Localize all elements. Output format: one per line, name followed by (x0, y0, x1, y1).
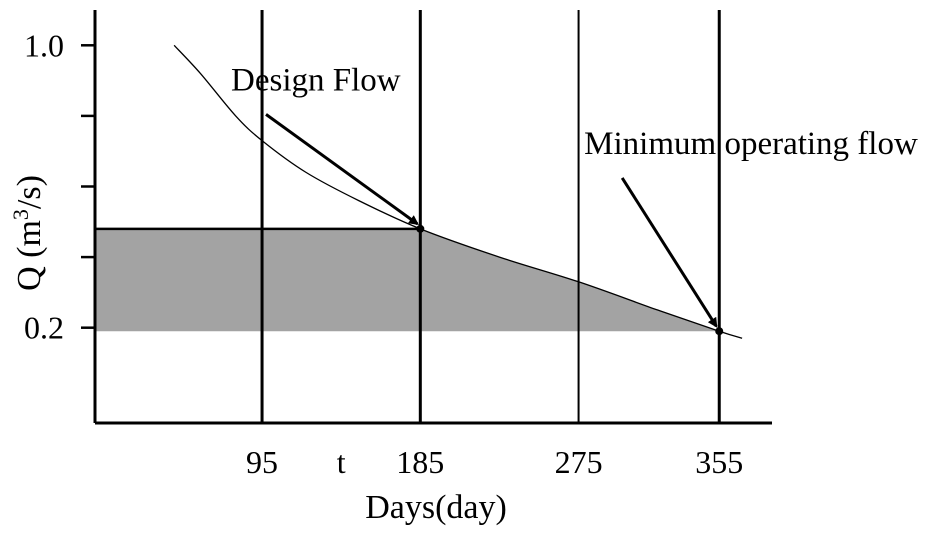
y-tick-label: 1.0 (24, 27, 64, 63)
data-point (416, 224, 425, 233)
y-axis-title-tail: /s) (11, 175, 48, 209)
shaded-region-layer (95, 227, 720, 332)
y-tick-label: 0.2 (24, 310, 64, 346)
shaded-area (95, 228, 720, 332)
annotation-arrow (265, 113, 419, 226)
y-axis-title: Q (m3/s) (8, 175, 48, 291)
annotation-label: Design Flow (231, 62, 401, 98)
x-axis-title: Days(day) (365, 489, 507, 526)
flow-duration-curve (173, 44, 743, 339)
x-tick-label: 95 (246, 444, 278, 480)
vertical-lines-layer (260, 10, 721, 423)
annotation-arrow (620, 177, 718, 328)
tick-label-layer: 1.0 0.2 95 t 185 275 355 (24, 27, 743, 480)
y-axis-title-sup: 3 (8, 209, 33, 220)
curve-layer (173, 44, 743, 339)
x-tick-label: 185 (396, 444, 444, 480)
annotation-layer: Design Flow Minimum operating flow (231, 62, 918, 336)
x-tick-label: 355 (695, 444, 743, 480)
axes-layer (81, 10, 772, 425)
data-point (715, 327, 724, 336)
x-tick-label: t (337, 444, 346, 480)
y-axis-title-main: Q (m (11, 220, 48, 291)
x-tick-label: 275 (555, 444, 603, 480)
annotation-label: Minimum operating flow (584, 126, 918, 162)
